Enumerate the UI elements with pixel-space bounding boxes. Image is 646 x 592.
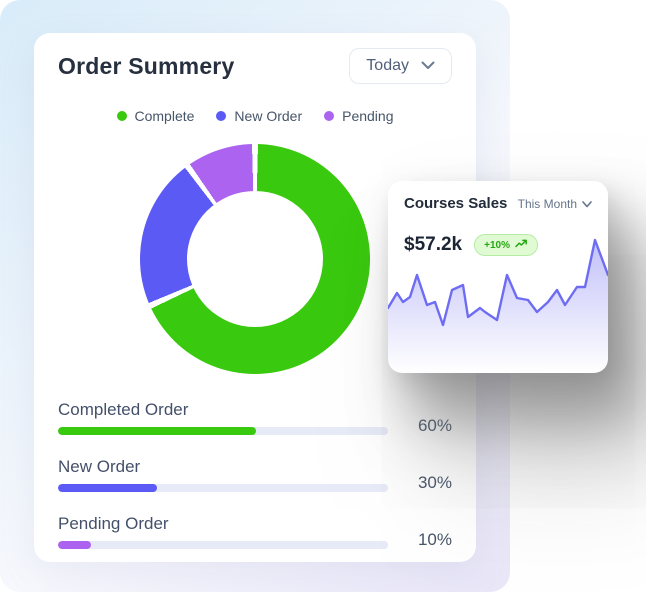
progress-row-completed-order: Completed Order 60%: [58, 400, 452, 435]
sales-change-badge: +10%: [474, 234, 538, 256]
trend-line: [388, 238, 608, 327]
progress-label: Pending Order: [58, 514, 169, 533]
progress-percent: 30%: [417, 473, 452, 492]
progress-label: Completed Order: [58, 400, 189, 419]
progress-fill: [58, 484, 157, 492]
legend-label: Complete: [134, 108, 195, 124]
legend-label: Pending: [342, 108, 394, 124]
trending-up-icon: [515, 239, 528, 251]
donut-legend: Complete New Order Pending: [58, 108, 452, 124]
area-fill: [388, 240, 608, 373]
legend-dot-new-order: [216, 111, 227, 121]
progress-track: [58, 484, 388, 492]
legend-dot-pending: [324, 111, 335, 121]
chevron-down-icon: [421, 57, 435, 75]
legend-label: New Order: [234, 108, 303, 124]
order-progress-list: Completed Order 60% New Order 30% Pendin…: [58, 400, 452, 549]
progress-percent: 60%: [417, 416, 452, 435]
period-dropdown-today[interactable]: Today: [349, 48, 452, 84]
progress-percent: 10%: [417, 530, 452, 549]
sales-area-chart-svg: [388, 238, 608, 373]
progress-track: [58, 541, 388, 549]
progress-track: [58, 427, 388, 435]
page-title: Order Summery: [58, 52, 235, 79]
donut-hole: [187, 191, 323, 327]
sales-area-chart: [388, 233, 608, 373]
progress-label: New Order: [58, 457, 141, 476]
courses-sales-card: Courses Sales This Month $57.2k +10%: [388, 181, 608, 373]
progress-row-new-order: New Order 30%: [58, 457, 452, 492]
legend-item-pending: Pending: [324, 108, 394, 124]
sales-change-label: +10%: [484, 239, 510, 251]
progress-row-pending-order: Pending Order 10%: [58, 514, 452, 549]
legend-dot-complete: [116, 111, 127, 121]
order-summary-header: Order Summery Today: [58, 48, 452, 84]
period-dropdown-label: Today: [366, 57, 409, 74]
courses-sales-header: Courses Sales This Month: [404, 195, 592, 212]
sales-value: $57.2k: [404, 234, 463, 255]
progress-fill: [58, 541, 91, 549]
donut-chart: [140, 144, 370, 374]
sales-value-row: $57.2k +10%: [404, 234, 592, 256]
legend-item-complete: Complete: [116, 108, 195, 124]
courses-sales-title: Courses Sales: [404, 195, 508, 212]
progress-fill: [58, 427, 256, 435]
legend-item-new-order: New Order: [216, 108, 302, 124]
chevron-down-icon: [582, 197, 592, 211]
period-dropdown-label: This Month: [517, 196, 577, 211]
period-dropdown-this-month[interactable]: This Month: [518, 197, 592, 211]
